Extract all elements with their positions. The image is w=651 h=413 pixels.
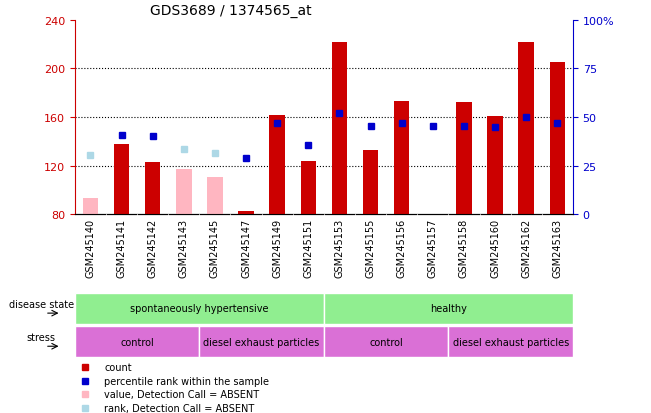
Text: control: control <box>120 337 154 347</box>
Text: GSM245155: GSM245155 <box>366 218 376 278</box>
Text: GSM245153: GSM245153 <box>335 218 344 278</box>
Bar <box>324 293 573 324</box>
Bar <box>75 293 324 324</box>
Bar <box>449 326 573 357</box>
Text: diesel exhaust particles: diesel exhaust particles <box>452 337 569 347</box>
Bar <box>270 115 285 215</box>
Bar <box>549 63 565 215</box>
Bar <box>456 103 472 215</box>
Text: GSM245160: GSM245160 <box>490 218 500 278</box>
Text: healthy: healthy <box>430 304 467 314</box>
Text: count: count <box>104 362 132 373</box>
Bar <box>324 326 449 357</box>
Bar <box>83 199 98 215</box>
Bar <box>394 102 409 215</box>
Text: GSM245156: GSM245156 <box>396 218 407 278</box>
Text: diesel exhaust particles: diesel exhaust particles <box>204 337 320 347</box>
Text: GSM245149: GSM245149 <box>272 218 282 278</box>
Bar <box>75 326 199 357</box>
Text: GSM245151: GSM245151 <box>303 218 313 278</box>
Bar <box>207 177 223 215</box>
Text: percentile rank within the sample: percentile rank within the sample <box>104 376 269 386</box>
Bar <box>238 211 254 215</box>
Text: stress: stress <box>27 332 56 342</box>
Text: GSM245141: GSM245141 <box>117 218 126 278</box>
Text: GSM245157: GSM245157 <box>428 218 438 278</box>
Bar <box>331 43 347 215</box>
Text: value, Detection Call = ABSENT: value, Detection Call = ABSENT <box>104 389 259 399</box>
Bar <box>301 161 316 215</box>
Bar <box>518 43 534 215</box>
Bar <box>145 163 160 215</box>
Bar <box>114 145 130 215</box>
Text: GDS3689 / 1374565_at: GDS3689 / 1374565_at <box>150 4 311 18</box>
Bar <box>488 116 503 215</box>
Text: GSM245140: GSM245140 <box>85 218 96 278</box>
Text: GSM245143: GSM245143 <box>179 218 189 278</box>
Text: disease state: disease state <box>8 299 74 309</box>
Text: GSM245142: GSM245142 <box>148 218 158 278</box>
Text: GSM245147: GSM245147 <box>241 218 251 278</box>
Text: spontaneously hypertensive: spontaneously hypertensive <box>130 304 269 314</box>
Text: GSM245158: GSM245158 <box>459 218 469 278</box>
Bar <box>199 326 324 357</box>
Text: GSM245163: GSM245163 <box>552 218 562 278</box>
Text: GSM245162: GSM245162 <box>521 218 531 278</box>
Text: GSM245145: GSM245145 <box>210 218 220 278</box>
Text: rank, Detection Call = ABSENT: rank, Detection Call = ABSENT <box>104 403 255 413</box>
Text: control: control <box>369 337 403 347</box>
Bar <box>176 170 191 215</box>
Bar <box>363 150 378 215</box>
